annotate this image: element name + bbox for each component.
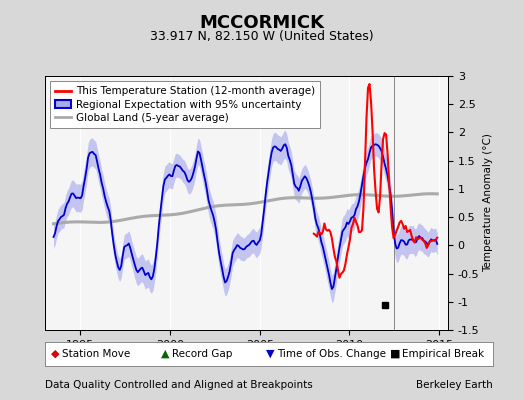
Text: Berkeley Earth: Berkeley Earth bbox=[416, 380, 493, 390]
Text: MCCORMICK: MCCORMICK bbox=[200, 14, 324, 32]
Text: ▼: ▼ bbox=[266, 349, 274, 359]
Text: Station Move: Station Move bbox=[62, 349, 130, 359]
Text: ◆: ◆ bbox=[51, 349, 59, 359]
Y-axis label: Temperature Anomaly (°C): Temperature Anomaly (°C) bbox=[484, 134, 494, 272]
Text: ▲: ▲ bbox=[161, 349, 169, 359]
Text: 33.917 N, 82.150 W (United States): 33.917 N, 82.150 W (United States) bbox=[150, 30, 374, 43]
Text: Empirical Break: Empirical Break bbox=[402, 349, 485, 359]
Text: Time of Obs. Change: Time of Obs. Change bbox=[277, 349, 386, 359]
Text: ■: ■ bbox=[390, 349, 401, 359]
Legend: This Temperature Station (12-month average), Regional Expectation with 95% uncer: This Temperature Station (12-month avera… bbox=[50, 81, 320, 128]
Text: Data Quality Controlled and Aligned at Breakpoints: Data Quality Controlled and Aligned at B… bbox=[45, 380, 312, 390]
Text: Record Gap: Record Gap bbox=[172, 349, 232, 359]
